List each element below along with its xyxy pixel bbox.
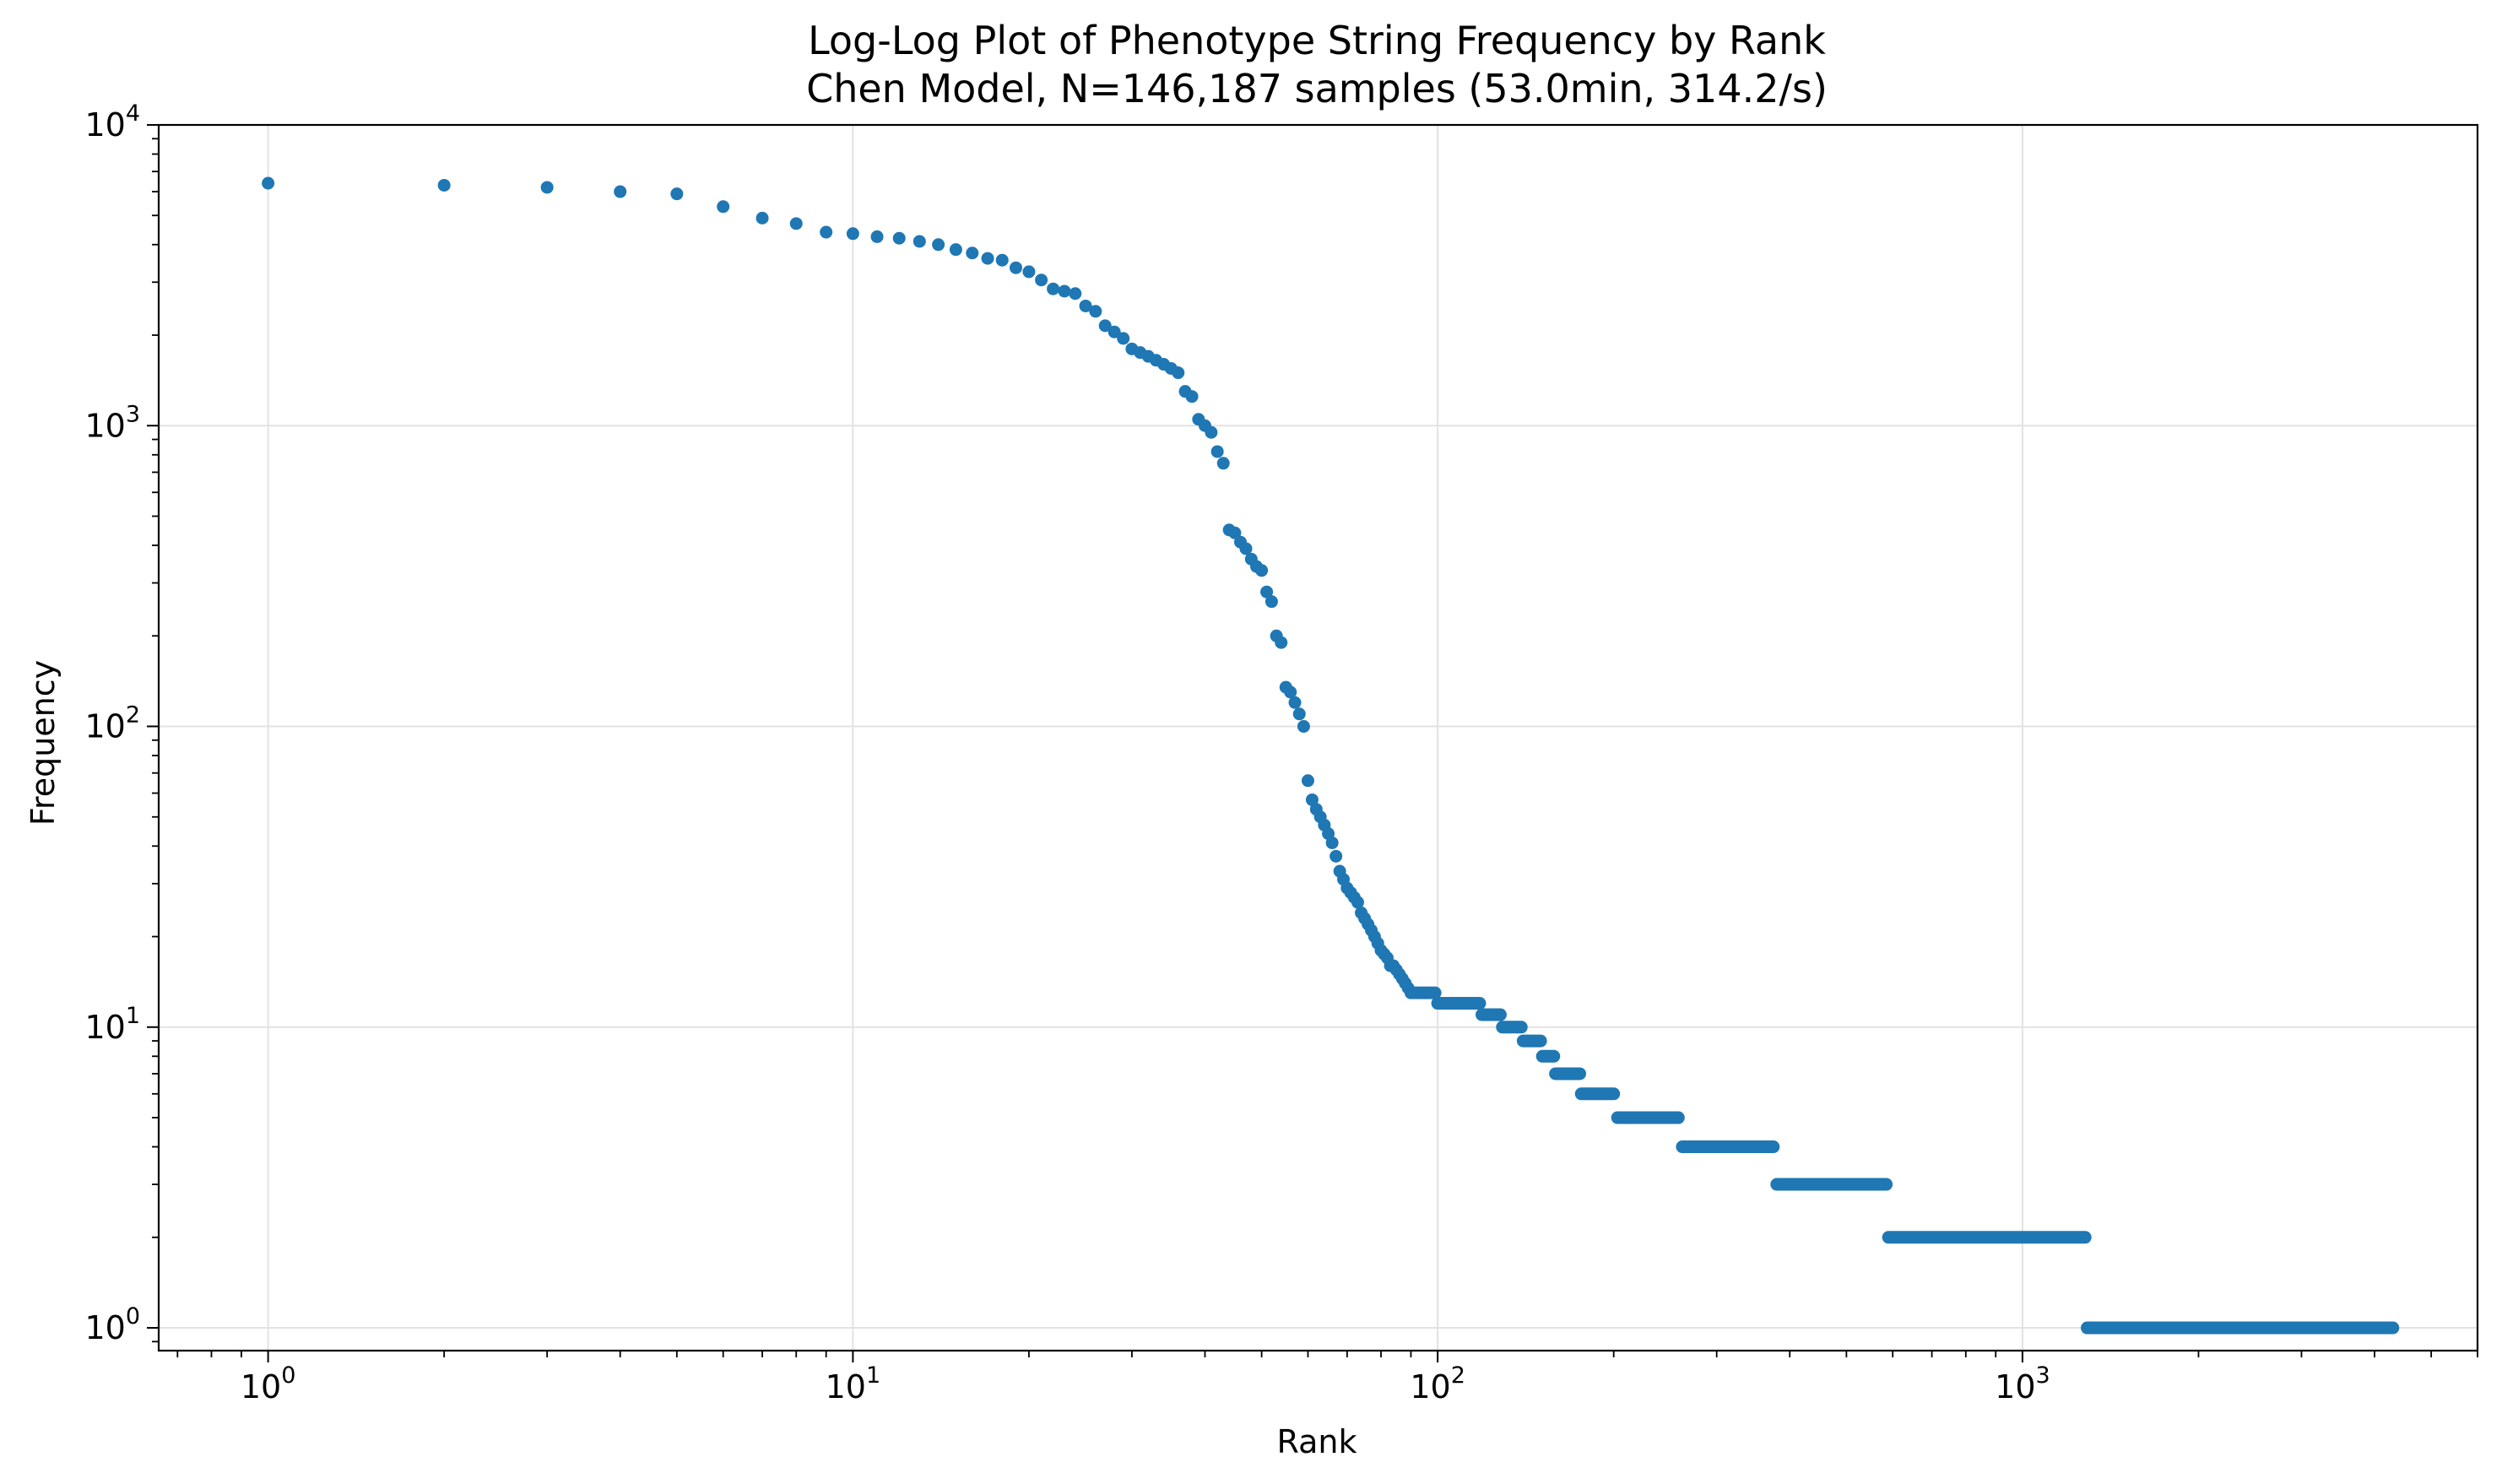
data-point <box>1330 849 1343 863</box>
data-point <box>1089 305 1102 318</box>
data-point <box>1185 390 1199 403</box>
data-point <box>981 252 994 265</box>
x-tick-label: 101 <box>826 1362 881 1405</box>
data-point <box>1172 366 1185 380</box>
data-point <box>1058 284 1071 298</box>
data-point <box>820 225 833 239</box>
data-point <box>262 176 275 190</box>
x-tick-label: 103 <box>1995 1362 2050 1405</box>
data-point <box>932 238 945 252</box>
data-point <box>892 231 906 245</box>
y-tick-label: 100 <box>84 1303 140 1346</box>
data-point <box>1301 774 1314 788</box>
data-point <box>1047 282 1060 295</box>
y-tick-label: 101 <box>84 1003 140 1046</box>
data-point <box>1035 274 1048 287</box>
data-point <box>1079 299 1092 312</box>
data-point <box>755 211 769 225</box>
data-point <box>1275 636 1288 649</box>
data-point <box>1428 986 1442 999</box>
data-point <box>1205 425 1218 439</box>
y-axis-label: Frequency <box>24 660 62 826</box>
data-point <box>789 217 803 230</box>
data-point <box>1069 287 1082 301</box>
data-point <box>1228 526 1242 539</box>
data-point <box>1265 595 1278 609</box>
data-point <box>846 227 859 241</box>
y-tick-label: 103 <box>84 401 140 444</box>
data-point <box>1022 265 1036 279</box>
x-axis-label: Rank <box>1277 1423 1357 1460</box>
data-point <box>670 187 684 201</box>
y-tick-label: 102 <box>84 702 140 745</box>
plot-frame <box>157 123 2479 1352</box>
data-point <box>1210 445 1224 458</box>
data-point <box>717 200 730 214</box>
data-point <box>1325 836 1339 849</box>
data-point <box>1255 564 1269 577</box>
x-tick-label: 102 <box>1410 1362 1465 1405</box>
data-point <box>1216 457 1230 470</box>
data-point <box>949 243 962 257</box>
data-point <box>995 253 1009 267</box>
data-point <box>1009 261 1022 274</box>
data-point <box>1351 896 1364 909</box>
data-point <box>1288 696 1302 709</box>
data-point <box>1117 332 1130 345</box>
data-point <box>614 185 627 198</box>
axes: 100 101 102 103 100 101 102 103 104 <box>84 100 2479 1405</box>
grid-lines <box>159 124 2478 1351</box>
data-point <box>1292 707 1306 721</box>
data-points <box>262 176 2400 1335</box>
data-point <box>1284 685 1297 699</box>
data-point <box>1239 542 1253 555</box>
data-point <box>1098 319 1112 333</box>
data-point <box>1260 585 1274 598</box>
data-point <box>1297 720 1310 734</box>
data-point <box>437 178 451 192</box>
data-point <box>1107 325 1121 339</box>
chart-subtitle: Chen Model, N=146,187 samples (53.0min, … <box>806 66 1828 111</box>
y-tick-label: 104 <box>84 100 140 144</box>
data-point <box>966 246 979 260</box>
data-point <box>540 181 554 194</box>
x-tick-label: 100 <box>241 1362 296 1405</box>
data-point <box>1431 997 1444 1010</box>
data-point <box>870 230 884 243</box>
data-point <box>913 235 926 248</box>
data-point <box>1305 793 1319 806</box>
chart-title: Log-Log Plot of Phenotype String Frequen… <box>808 18 1826 63</box>
